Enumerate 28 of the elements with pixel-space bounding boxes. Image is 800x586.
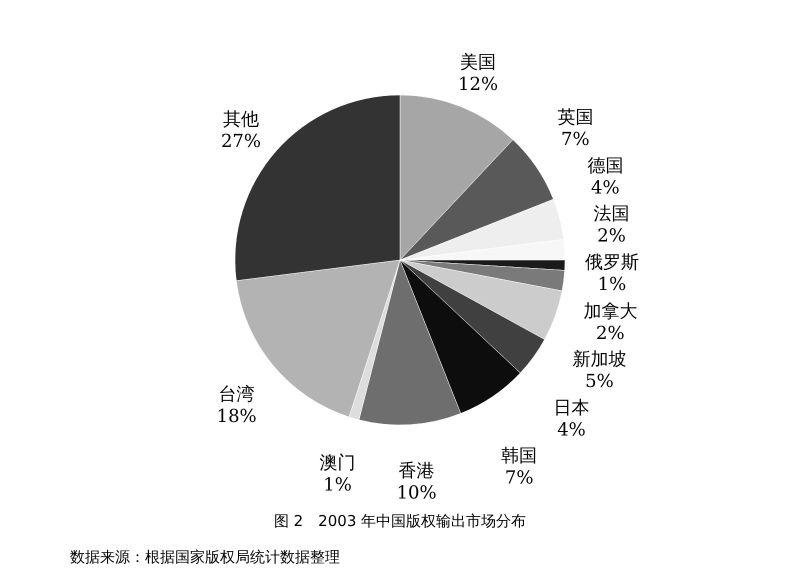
data-label: 7% <box>504 468 534 489</box>
slice-label: 台湾 <box>218 384 255 406</box>
slice-label: 英国 <box>557 107 594 128</box>
data-label: 4% <box>591 177 620 198</box>
slice-label: 香港 <box>398 460 435 482</box>
data-label: 1% <box>598 274 626 295</box>
slice-label: 俄罗斯 <box>584 252 639 273</box>
source-note: 数据来源：根据国家版权局统计数据整理 <box>70 548 340 567</box>
slice-label: 法国 <box>594 204 630 225</box>
data-label: 12% <box>458 74 498 95</box>
data-label: 18% <box>216 406 257 428</box>
data-label: 5% <box>585 371 614 392</box>
data-label: 7% <box>561 129 590 150</box>
slice-label: 德国 <box>587 155 624 176</box>
data-label: 27% <box>220 130 261 152</box>
data-label: 1% <box>323 474 352 496</box>
slice-label: 加拿大 <box>583 300 638 322</box>
slice-label: 澳门 <box>320 452 356 474</box>
slice-label: 美国 <box>460 52 496 73</box>
slice-label: 其他 <box>222 108 259 130</box>
data-label: 2% <box>596 322 625 344</box>
slice-label: 日本 <box>554 397 590 418</box>
text: 图 2 2003 年中国版权输出市场分布 <box>274 512 526 530</box>
slice-label: 新加坡 <box>572 349 626 370</box>
data-label: 4% <box>557 419 586 440</box>
data-label: 10% <box>396 482 437 504</box>
data-label: 2% <box>597 226 626 247</box>
slice-label: 韩国 <box>501 446 538 467</box>
